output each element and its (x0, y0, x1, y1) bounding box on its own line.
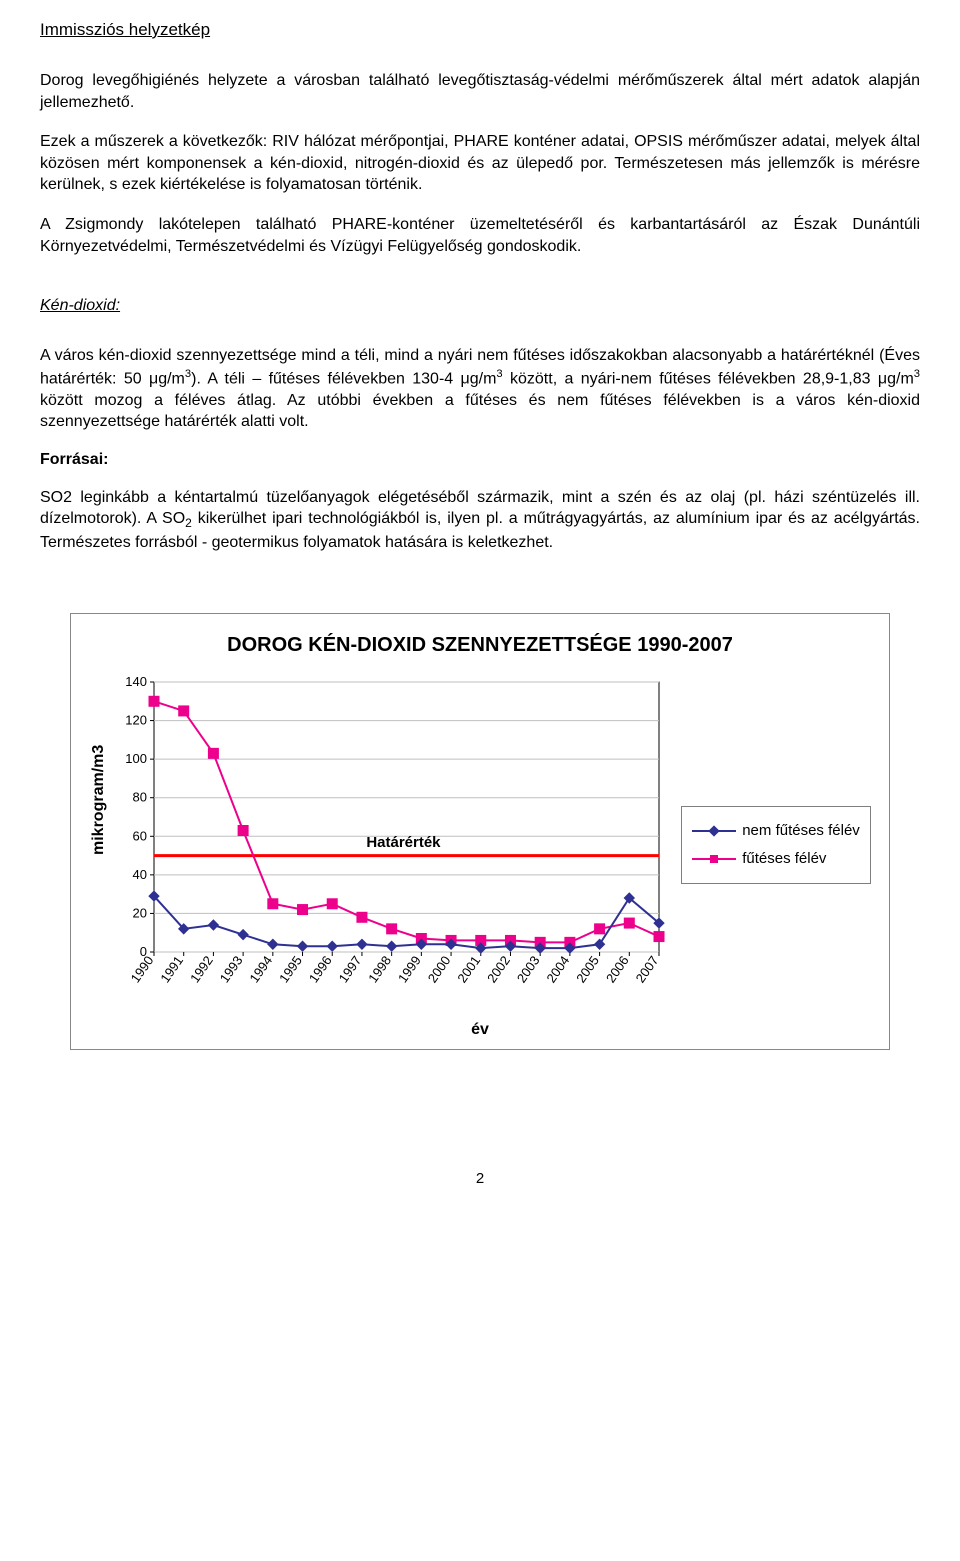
paragraph-intro-1: Dorog levegőhigiénés helyzete a városban… (40, 70, 920, 113)
svg-text:2003: 2003 (514, 954, 543, 986)
chart-ylabel: mikrogram/m3 (90, 835, 108, 855)
svg-text:1998: 1998 (365, 954, 394, 986)
svg-text:1992: 1992 (187, 954, 216, 986)
svg-text:1999: 1999 (395, 954, 424, 986)
chart-title: DOROG KÉN-DIOXID SZENNYEZETTSÉGE 1990-20… (81, 634, 879, 657)
section-title-ken: Kén-dioxid: (40, 297, 920, 315)
legend-item-1: nem fűtéses félév (692, 819, 860, 843)
section-ken-body-2: SO2 leginkább a kéntartalmú tüzelőanyago… (40, 487, 920, 554)
text-span: között mozog a féléves átlag. Az utóbbi … (40, 392, 920, 431)
paragraph-intro-2: Ezek a műszerek a következők: RIV hálóza… (40, 131, 920, 196)
svg-text:20: 20 (133, 906, 147, 921)
chart-xlabel: év (81, 1021, 879, 1039)
svg-text:80: 80 (133, 790, 147, 805)
svg-text:1996: 1996 (306, 954, 335, 986)
svg-text:2007: 2007 (633, 954, 662, 986)
svg-text:140: 140 (126, 674, 148, 689)
legend-label-1: nem fűtéses félév (742, 819, 860, 843)
label-forrasai: Forrásai: (40, 451, 920, 469)
svg-text:1991: 1991 (158, 954, 187, 986)
superscript: 3 (914, 368, 920, 380)
chart-plot: 0204060801001201401990199119921993199419… (109, 672, 669, 1012)
legend-label-2: fűtéses félév (742, 847, 826, 871)
svg-text:2004: 2004 (544, 954, 573, 986)
chart-container: DOROG KÉN-DIOXID SZENNYEZETTSÉGE 1990-20… (70, 613, 890, 1050)
text-span: között, a nyári-nem fűtéses félévekben 2… (503, 370, 914, 387)
svg-text:2002: 2002 (484, 954, 513, 986)
paragraph-intro-3: A Zsigmondy lakótelepen található PHARE-… (40, 214, 920, 257)
svg-text:2000: 2000 (425, 954, 454, 986)
svg-text:1990: 1990 (128, 954, 157, 986)
svg-text:2005: 2005 (573, 954, 602, 986)
svg-text:1997: 1997 (336, 954, 365, 986)
chart-legend: nem fűtéses félév fűtéses félév (681, 806, 871, 884)
svg-text:1995: 1995 (276, 954, 305, 986)
svg-text:40: 40 (133, 867, 147, 882)
page-title: Immissziós helyzetkép (40, 20, 920, 40)
text-span: ). A téli – fűtéses félévekben 130-4 μg/… (191, 370, 496, 387)
svg-text:100: 100 (126, 752, 148, 767)
svg-text:60: 60 (133, 829, 147, 844)
svg-text:2006: 2006 (603, 954, 632, 986)
legend-item-2: fűtéses félév (692, 847, 860, 871)
svg-text:120: 120 (126, 713, 148, 728)
legend-marker-1 (692, 823, 736, 839)
legend-marker-2 (692, 851, 736, 867)
section-ken-body-1: A város kén-dioxid szennyezettsége mind … (40, 345, 920, 433)
svg-text:1993: 1993 (217, 954, 246, 986)
page-number: 2 (40, 1170, 920, 1187)
svg-text:2001: 2001 (455, 954, 484, 986)
svg-text:1994: 1994 (247, 954, 276, 986)
subscript: 2 (185, 517, 192, 531)
